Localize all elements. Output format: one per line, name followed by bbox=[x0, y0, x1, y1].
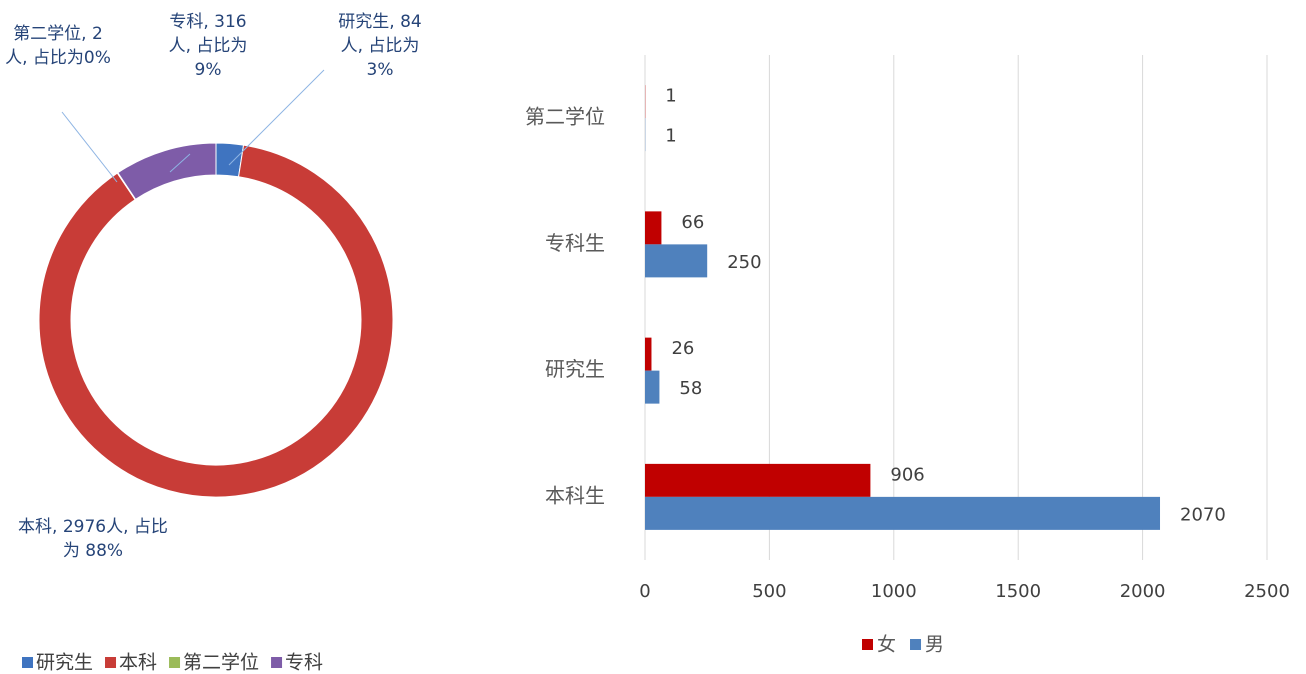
y-tick-label: 专科生 bbox=[545, 231, 605, 255]
legend-label: 本科 bbox=[119, 652, 157, 674]
data-label: 2070 bbox=[1180, 504, 1226, 525]
legend-label: 第二学位 bbox=[183, 652, 259, 674]
y-tick-label: 本科生 bbox=[545, 483, 605, 507]
bar bbox=[645, 496, 1161, 530]
data-label: 1 bbox=[665, 86, 676, 107]
data-label: 本科, 2976人, 占比为 88% bbox=[18, 517, 168, 561]
x-tick-label: 1000 bbox=[871, 581, 917, 602]
legend-swatch bbox=[862, 639, 873, 650]
bar bbox=[645, 463, 871, 497]
y-tick-label: 研究生 bbox=[545, 357, 605, 381]
legend-swatch bbox=[271, 657, 283, 668]
bar bbox=[645, 211, 662, 245]
data-label: 1 bbox=[665, 126, 676, 147]
legend-swatch bbox=[105, 657, 117, 668]
bar bbox=[645, 337, 652, 371]
data-label: 研究生, 84人, 占比为 3% bbox=[338, 12, 422, 80]
bar bbox=[645, 370, 660, 404]
legend-label: 专科 bbox=[285, 652, 323, 674]
data-label: 第二学位, 2人, 占比为0% bbox=[5, 24, 111, 68]
data-label: 58 bbox=[679, 378, 702, 399]
leader-line bbox=[228, 69, 325, 166]
donut-slice bbox=[38, 144, 394, 498]
legend-swatch bbox=[910, 639, 922, 650]
legend-swatch bbox=[169, 657, 181, 668]
legend-swatch bbox=[22, 657, 33, 668]
data-label: 专科, 316人, 占比为 9% bbox=[168, 12, 248, 80]
leader-line bbox=[61, 111, 118, 183]
bar bbox=[645, 244, 708, 278]
legend-label: 男 bbox=[925, 634, 944, 656]
legend-label: 研究生 bbox=[36, 652, 93, 674]
leader-line bbox=[169, 153, 191, 173]
y-tick-label: 第二学位 bbox=[525, 105, 605, 129]
data-label: 66 bbox=[681, 212, 704, 233]
data-label: 26 bbox=[671, 338, 694, 359]
donut-slice bbox=[117, 142, 217, 201]
x-tick-label: 0 bbox=[639, 581, 650, 602]
data-label: 250 bbox=[727, 252, 761, 273]
data-label: 906 bbox=[890, 464, 924, 485]
x-tick-label: 500 bbox=[752, 581, 786, 602]
x-tick-label: 2000 bbox=[1120, 581, 1166, 602]
x-tick-label: 1500 bbox=[995, 581, 1041, 602]
x-tick-label: 2500 bbox=[1244, 581, 1290, 602]
legend-label: 女 bbox=[877, 634, 896, 656]
